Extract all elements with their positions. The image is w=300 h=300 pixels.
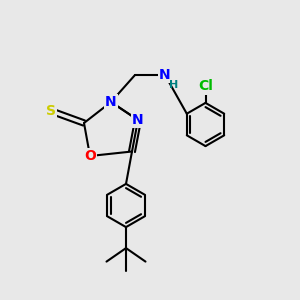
Text: Cl: Cl xyxy=(198,80,213,93)
Text: O: O xyxy=(84,149,96,163)
Text: H: H xyxy=(169,80,178,91)
Text: N: N xyxy=(105,95,117,109)
Text: S: S xyxy=(46,104,56,118)
Text: N: N xyxy=(159,68,171,82)
Text: N: N xyxy=(132,113,144,127)
